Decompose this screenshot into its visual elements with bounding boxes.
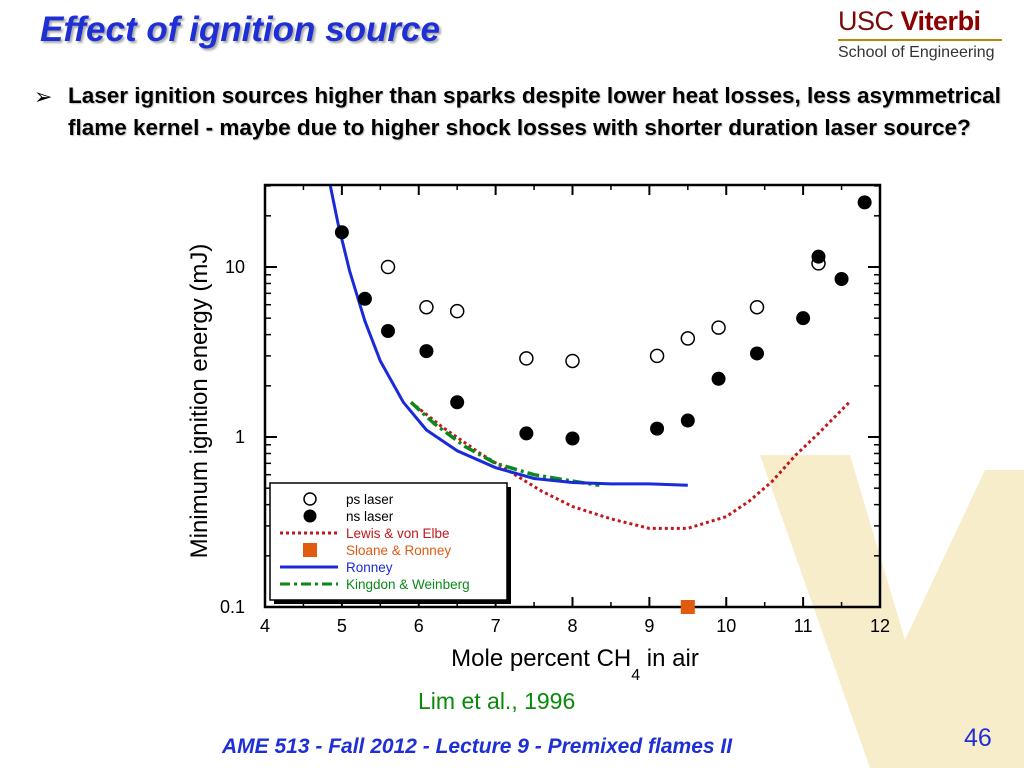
legend-label: Sloane & Ronney (346, 543, 451, 558)
legend-marker-ns-laser (303, 509, 317, 523)
ns-laser-point (357, 291, 372, 306)
legend-label: Kingdon & Weinberg (346, 577, 470, 592)
ps-laser-point (565, 353, 580, 369)
y-tick-label: 0.1 (220, 597, 245, 617)
x-tick-label: 9 (644, 616, 654, 636)
x-tick-label: 11 (794, 616, 813, 636)
ps-laser-point (711, 320, 726, 335)
ps-laser-point (680, 331, 696, 346)
bullet-arrow-icon: ➢ (34, 84, 53, 109)
legend-label: ns laser (346, 509, 394, 524)
legend-label: ps laser (346, 492, 394, 507)
slide-title: Effect of ignition source (40, 10, 440, 49)
ns-laser-point (450, 395, 465, 410)
sloane-ronney-point (680, 600, 695, 614)
ns-laser-point (750, 346, 764, 361)
legend-marker-sloane-ronney (303, 543, 317, 557)
ns-laser-point (834, 271, 849, 286)
ns-laser-point (381, 324, 395, 339)
x-tick-label: 5 (337, 616, 347, 636)
usc-viterbi-logo: USC Viterbi School of Engineering (838, 6, 1004, 62)
ns-laser-point (680, 413, 695, 428)
ns-laser-point (650, 421, 665, 436)
legend-label: Lewis & von Elbe (346, 526, 450, 541)
ronney-line (328, 185, 688, 487)
x-tick-label: 10 (716, 616, 736, 636)
x-tick-label: 12 (870, 616, 890, 636)
y-axis-label: Minimum ignition energy (mJ) (186, 244, 213, 559)
ns-laser-point (796, 311, 811, 326)
ns-laser-point (565, 431, 580, 446)
kingdon-weinberg-line (409, 401, 600, 488)
ps-laser-point (519, 351, 534, 366)
ps-laser-point (749, 299, 765, 315)
ps-laser-point (649, 348, 665, 364)
citation: Lim et al., 1996 (418, 688, 576, 714)
x-tick-label: 6 (414, 616, 424, 636)
ps-laser-point (449, 303, 465, 319)
footer: AME 513 - Fall 2012 - Lecture 9 - Premix… (222, 735, 733, 758)
x-axis-label: Mole percent CH4 in air (451, 645, 699, 684)
ns-laser-point (811, 249, 826, 264)
ns-laser-point (334, 225, 349, 240)
ns-laser-point (711, 371, 726, 386)
logo-rule (838, 39, 1002, 41)
logo-usc-text: USC (838, 6, 894, 36)
legend-box (269, 482, 508, 601)
logo-wordmark: USC Viterbi (838, 6, 1004, 36)
bullet-text: Laser ignition sources higher than spark… (68, 83, 1001, 140)
legend-marker-ps-laser (303, 492, 317, 506)
ps-laser-point (419, 299, 434, 315)
y-tick-label: 10 (225, 257, 245, 277)
y-tick-label: 1 (235, 427, 245, 447)
x-tick-label: 4 (260, 616, 270, 636)
legend-label: Ronney (346, 560, 393, 575)
x-tick-label: 7 (491, 616, 501, 636)
ns-laser-point (519, 426, 534, 441)
ps-laser-point (380, 259, 396, 275)
x-tick-label: 8 (567, 616, 577, 636)
ns-laser-point (419, 344, 434, 359)
ns-laser-point (857, 195, 872, 210)
logo-viterbi-text: Viterbi (900, 6, 982, 36)
logo-school-text: School of Engineering (838, 44, 995, 61)
page-number: 46 (964, 724, 992, 752)
